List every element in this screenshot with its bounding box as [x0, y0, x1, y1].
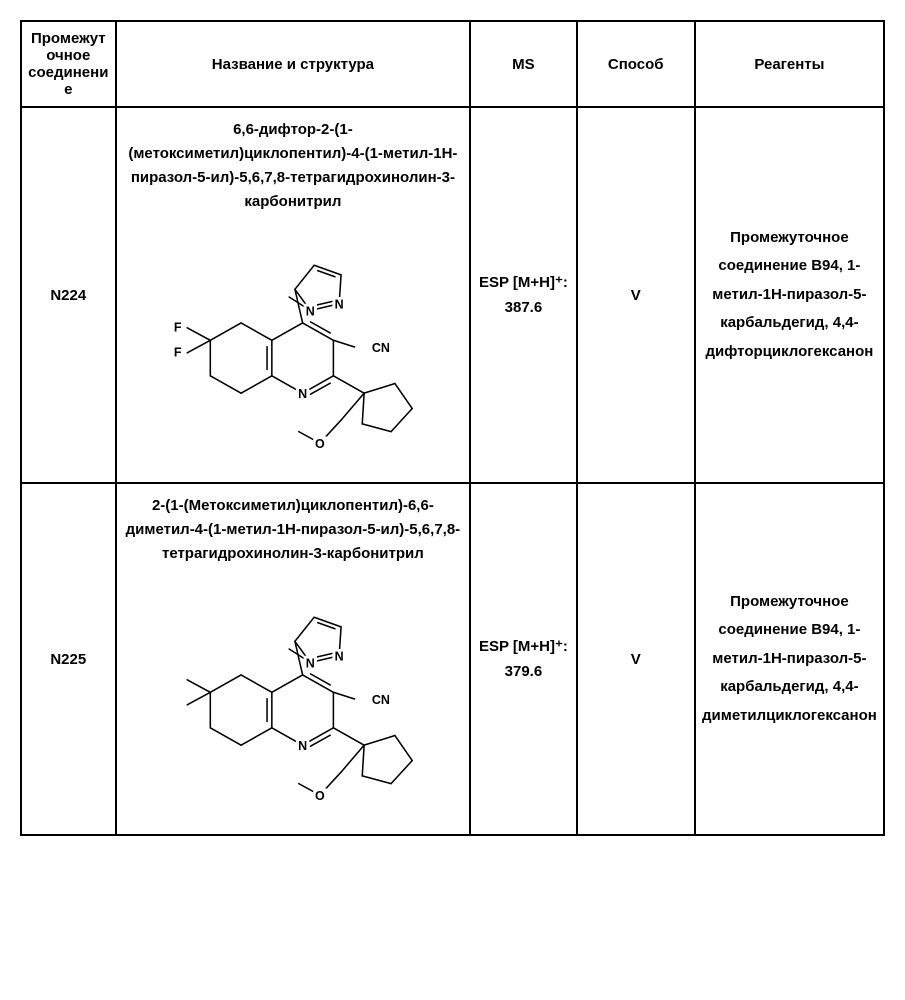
structure-diagram: N N N CN O FF — [125, 222, 462, 472]
table-body: N2246,6-дифтор-2-(1-(метоксиметил)циклоп… — [21, 107, 884, 835]
cell-method: V — [577, 107, 695, 483]
header-ms: MS — [470, 21, 576, 107]
svg-text:N: N — [306, 656, 315, 670]
structure-diagram: N N N CN O — [125, 574, 462, 824]
header-reagents: Реагенты — [695, 21, 884, 107]
svg-text:CN: CN — [372, 693, 390, 707]
cell-reagents: Промежуточное соединение B94, 1-метил-1Н… — [695, 107, 884, 483]
compound-name-text: 6,6-дифтор-2-(1-(метоксиметил)циклопенти… — [125, 118, 462, 214]
svg-text:N: N — [306, 304, 315, 318]
compound-name-text: 2-(1-(Метоксиметил)циклопентил)-6,6-диме… — [125, 494, 462, 566]
cell-reagents: Промежуточное соединение B94, 1-метил-1Н… — [695, 483, 884, 835]
header-name: Название и структура — [116, 21, 471, 107]
svg-text:N: N — [335, 298, 344, 312]
cell-compound-id: N224 — [21, 107, 116, 483]
svg-text:CN: CN — [372, 341, 390, 355]
table-header-row: Промежуточное соединение Название и стру… — [21, 21, 884, 107]
svg-text:F: F — [174, 346, 182, 360]
cell-compound-id: N225 — [21, 483, 116, 835]
svg-text:N: N — [335, 650, 344, 664]
svg-text:N: N — [298, 739, 307, 753]
svg-text:F: F — [174, 321, 182, 335]
svg-text:N: N — [298, 387, 307, 401]
svg-text:O: O — [315, 437, 325, 451]
header-method: Способ — [577, 21, 695, 107]
cell-name-structure: 2-(1-(Метоксиметил)циклопентил)-6,6-диме… — [116, 483, 471, 835]
cell-method: V — [577, 483, 695, 835]
table-row: N2252-(1-(Метоксиметил)циклопентил)-6,6-… — [21, 483, 884, 835]
svg-text:O: O — [315, 789, 325, 803]
cell-name-structure: 6,6-дифтор-2-(1-(метоксиметил)циклопенти… — [116, 107, 471, 483]
cell-ms: ESP [M+H]⁺: 387.6 — [470, 107, 576, 483]
table-row: N2246,6-дифтор-2-(1-(метоксиметил)циклоп… — [21, 107, 884, 483]
header-id: Промежуточное соединение — [21, 21, 116, 107]
cell-ms: ESP [M+H]⁺: 379.6 — [470, 483, 576, 835]
compound-table: Промежуточное соединение Название и стру… — [20, 20, 885, 836]
